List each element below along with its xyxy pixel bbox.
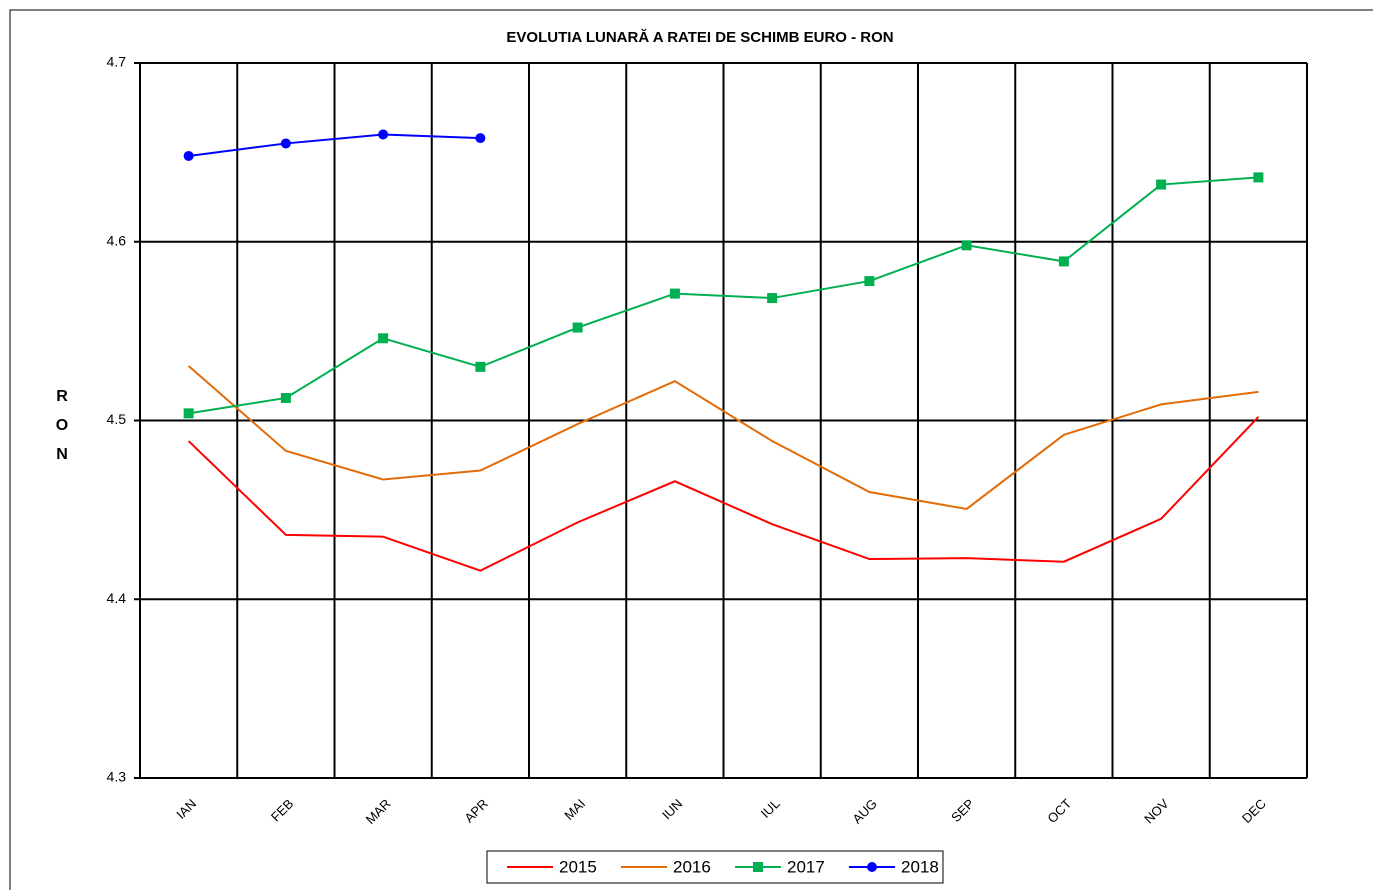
- marker: [183, 150, 194, 161]
- marker: [1058, 256, 1069, 267]
- y-tick-label: 4.5: [107, 411, 127, 427]
- series-line: [187, 365, 1259, 511]
- legend-label: 2015: [559, 857, 597, 876]
- y-tick-label: 4.3: [107, 769, 127, 785]
- marker: [961, 240, 972, 251]
- legend-label: 2016: [673, 857, 711, 876]
- marker: [183, 408, 194, 419]
- series-line: [188, 133, 481, 157]
- chart-title: EVOLUTIA LUNARĂ A RATEI DE SCHIMB EURO -…: [506, 29, 893, 46]
- y-tick-label: 4.7: [107, 54, 127, 70]
- legend-marker: [753, 862, 763, 872]
- series-line: [187, 416, 1260, 572]
- marker: [378, 333, 389, 344]
- chart-border: [9, 9, 1373, 890]
- y-tick-label: 4.4: [107, 590, 127, 606]
- y-tick-label: 4.6: [107, 232, 127, 248]
- marker: [475, 361, 486, 372]
- series-line: [188, 176, 1259, 415]
- marker: [280, 138, 291, 149]
- legend-label: 2018: [901, 857, 939, 876]
- legend-marker: [867, 862, 877, 872]
- marker: [280, 392, 291, 403]
- marker: [669, 288, 680, 299]
- marker: [572, 322, 583, 333]
- marker: [1253, 172, 1264, 183]
- marker: [378, 129, 389, 140]
- marker: [864, 276, 875, 287]
- marker: [1156, 179, 1167, 190]
- marker: [475, 133, 486, 144]
- marker: [767, 293, 778, 304]
- legend-label: 2017: [787, 857, 825, 876]
